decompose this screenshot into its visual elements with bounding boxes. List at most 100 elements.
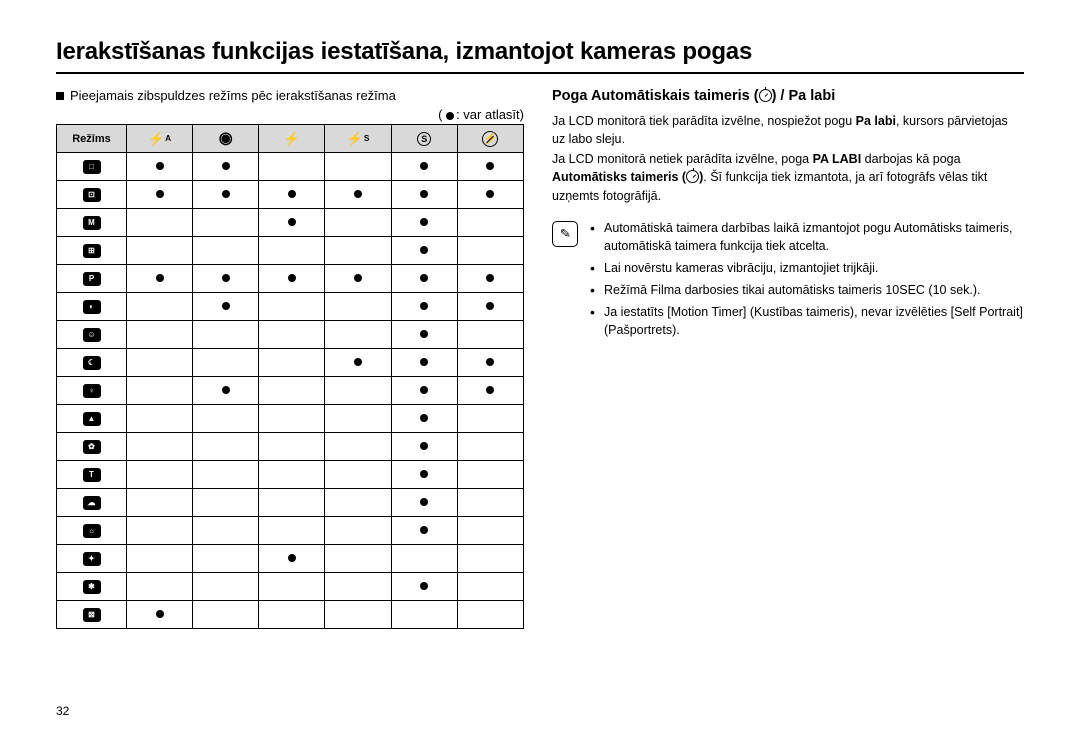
mode-icon: ☁: [83, 496, 101, 510]
availability-cell: [457, 349, 523, 377]
mode-cell: ☼: [57, 517, 127, 545]
body-paragraph: Ja LCD monitorā netiek parādīta izvēlne,…: [552, 150, 1024, 204]
availability-cell: [391, 349, 457, 377]
note-list: Automātiskā taimera darbības laikā izman…: [590, 219, 1024, 344]
availability-cell: [457, 461, 523, 489]
mode-icon: ☼: [83, 524, 101, 538]
availability-cell: [259, 349, 325, 377]
availability-cell: [259, 461, 325, 489]
availability-cell: [391, 601, 457, 629]
mode-cell: ✦: [57, 545, 127, 573]
availability-cell: [325, 433, 391, 461]
dot-icon: [222, 302, 230, 310]
mode-icon: ◐: [83, 300, 101, 314]
header-flash-auto: ⚡A: [127, 125, 193, 153]
availability-cell: [127, 601, 193, 629]
mode-cell: ⊞: [57, 237, 127, 265]
dot-icon: [420, 246, 428, 254]
availability-cell: [325, 405, 391, 433]
mode-cell: M: [57, 209, 127, 237]
mode-cell: ♀: [57, 377, 127, 405]
table-row: P: [57, 265, 524, 293]
availability-cell: [391, 461, 457, 489]
availability-cell: [457, 545, 523, 573]
availability-cell: [391, 181, 457, 209]
availability-cell: [193, 293, 259, 321]
availability-cell: [259, 433, 325, 461]
note-item: Režīmā Filma darbosies tikai automātisks…: [590, 281, 1024, 299]
dot-icon: [354, 274, 362, 282]
mode-cell: ⊠: [57, 601, 127, 629]
table-row: ◐: [57, 293, 524, 321]
mode-cell: P: [57, 265, 127, 293]
availability-cell: [391, 573, 457, 601]
availability-cell: [127, 517, 193, 545]
availability-cell: [457, 433, 523, 461]
dot-icon: [156, 274, 164, 282]
timer-icon: [759, 89, 772, 102]
table-row: ▲: [57, 405, 524, 433]
availability-cell: [391, 237, 457, 265]
dot-icon: [354, 190, 362, 198]
availability-cell: [127, 433, 193, 461]
dot-icon: [222, 386, 230, 394]
dot-icon: [288, 274, 296, 282]
dot-icon: [420, 386, 428, 394]
dot-icon: [420, 330, 428, 338]
table-row: ♀: [57, 377, 524, 405]
table-row: □: [57, 153, 524, 181]
availability-cell: [457, 573, 523, 601]
dot-icon: [486, 302, 494, 310]
note-item: Automātiskā taimera darbības laikā izman…: [590, 219, 1024, 255]
availability-cell: [193, 517, 259, 545]
dot-icon: [420, 498, 428, 506]
page-number: 32: [56, 704, 69, 718]
table-row: ⊞: [57, 237, 524, 265]
content-columns: Pieejamais zibspuldzes režīms pēc ieraks…: [56, 88, 1024, 629]
legend-row: ( : var atlasīt): [56, 107, 524, 122]
availability-cell: [391, 545, 457, 573]
availability-cell: [127, 349, 193, 377]
availability-cell: [259, 237, 325, 265]
dot-icon: [222, 274, 230, 282]
table-row: ☺: [57, 321, 524, 349]
mode-icon: ☾: [83, 356, 101, 370]
availability-cell: [127, 237, 193, 265]
dot-icon: [486, 162, 494, 170]
left-column: Pieejamais zibspuldzes režīms pēc ieraks…: [56, 88, 524, 629]
availability-cell: [457, 489, 523, 517]
mode-icon: ✦: [83, 552, 101, 566]
section-title-pre: Poga Automātiskais taimeris (: [552, 88, 759, 104]
header-slow-sync: S: [391, 125, 457, 153]
dot-icon: [486, 190, 494, 198]
availability-cell: [325, 377, 391, 405]
availability-cell: [391, 517, 457, 545]
availability-cell: [127, 489, 193, 517]
mode-icon: ⊞: [83, 244, 101, 258]
availability-cell: [325, 153, 391, 181]
availability-cell: [193, 237, 259, 265]
left-subtitle-row: Pieejamais zibspuldzes režīms pēc ieraks…: [56, 88, 524, 103]
mode-cell: ⊡: [57, 181, 127, 209]
availability-cell: [127, 461, 193, 489]
availability-cell: [457, 377, 523, 405]
availability-cell: [391, 265, 457, 293]
mode-cell: T: [57, 461, 127, 489]
mode-cell: ☁: [57, 489, 127, 517]
availability-cell: [127, 377, 193, 405]
availability-cell: [325, 349, 391, 377]
availability-cell: [193, 265, 259, 293]
header-flash-slow: ⚡S: [325, 125, 391, 153]
availability-cell: [127, 153, 193, 181]
availability-cell: [193, 461, 259, 489]
table-row: T: [57, 461, 524, 489]
availability-cell: [391, 209, 457, 237]
dot-icon: [288, 554, 296, 562]
dot-icon: [486, 274, 494, 282]
availability-cell: [193, 573, 259, 601]
right-column: Poga Automātiskais taimeris () / Pa labi…: [552, 88, 1024, 629]
availability-cell: [259, 601, 325, 629]
table-row: ⊡: [57, 181, 524, 209]
availability-cell: [127, 209, 193, 237]
body-paragraph: Ja LCD monitorā tiek parādīta izvēlne, n…: [552, 112, 1024, 148]
